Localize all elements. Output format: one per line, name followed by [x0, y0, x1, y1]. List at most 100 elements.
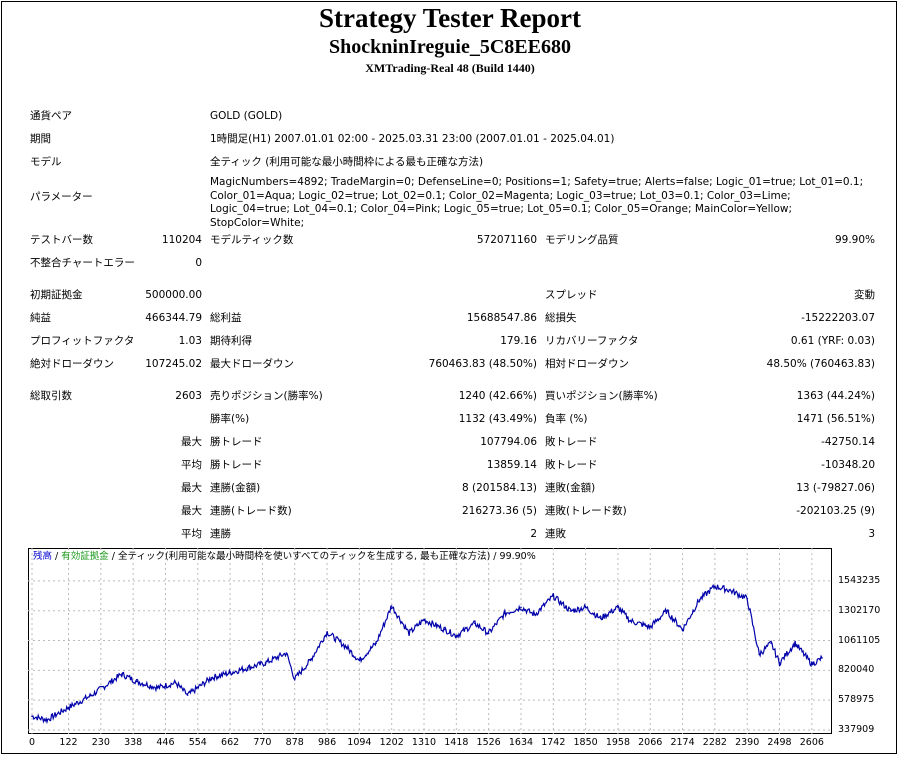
balance-point [474, 622, 476, 625]
x-tick-label: 2606 [799, 737, 824, 748]
balance-point [681, 628, 684, 631]
max-consec-cnt-label: 最大 [181, 505, 202, 517]
balance-point [375, 642, 377, 644]
balance-point [487, 632, 490, 635]
balance-point [455, 634, 458, 637]
consec-wins-cnt-value: 216273.36 (5) [462, 505, 537, 517]
balance-point [309, 659, 312, 662]
deposit-value: 500000.00 [145, 289, 202, 301]
balance-point [423, 618, 425, 621]
legend-sep: / [52, 551, 62, 562]
quality-value: 99.90% [834, 234, 875, 246]
x-tick-label: 1202 [379, 737, 404, 748]
payoff-value: 179.16 [500, 335, 537, 347]
x-tick-label: 2498 [767, 737, 792, 748]
winrate-label: 勝率(%) [210, 413, 250, 425]
balance-point [345, 646, 348, 648]
balance-point [665, 610, 668, 612]
legend-equity: 有効証拠金 [61, 551, 109, 562]
balance-point [46, 719, 48, 721]
model-label: モデル [30, 156, 62, 168]
x-tick-label: 986 [317, 737, 337, 748]
x-tick-label: 0 [28, 737, 36, 748]
short-label: 売りポジション(勝率%) [210, 390, 323, 402]
mismatch-value: 0 [195, 257, 202, 269]
deposit-label: 初期証拠金 [30, 289, 83, 301]
ticks-value: 572071160 [476, 234, 537, 246]
x-tick-label: 1310 [411, 737, 437, 748]
average-label: 平均 [181, 459, 202, 471]
balance-point [210, 676, 213, 679]
net-value: 466344.79 [145, 312, 202, 324]
x-tick-label: 2390 [735, 737, 760, 748]
balance-chart-plot [28, 548, 832, 734]
x-tick-label: 1850 [573, 737, 598, 748]
rel-dd-value: 48.50% (760463.83) [766, 358, 875, 370]
ticks-label: モデルティック数 [210, 234, 294, 246]
symbol-value: GOLD (GOLD) [210, 110, 283, 122]
rf-label: リカバリーファクタ [545, 335, 639, 347]
balance-point [569, 610, 572, 612]
legend-rest: / 全ティック(利用可能な最小時間枠を使いすべてのティックを生成する, 最も正確… [108, 551, 536, 562]
balance-point [821, 657, 823, 659]
rf-value: 0.61 (YRF: 0.03) [790, 335, 875, 347]
gross-profit-value: 15688547.86 [466, 312, 537, 324]
consec-wins-amt-value: 8 (201584.13) [462, 482, 537, 494]
balance-point [444, 628, 446, 631]
y-tick-label: 1061105 [838, 634, 881, 646]
balance-point [358, 659, 361, 662]
abs-dd-value: 107245.02 [145, 358, 202, 370]
avg-win-label: 勝トレード [210, 459, 263, 471]
bars-value: 110204 [161, 234, 202, 246]
x-tick-label: 2174 [670, 737, 695, 748]
report-build: XMTrading-Real 48 (Build 1440) [365, 61, 535, 75]
symbol-label: 通貨ペア [30, 110, 72, 122]
balance-point [504, 612, 506, 615]
trades-value: 2603 [175, 390, 202, 402]
pf-value: 1.03 [178, 335, 202, 347]
x-tick-label: 2066 [638, 737, 663, 748]
balance-point [390, 605, 393, 607]
balance-point [746, 597, 749, 600]
abs-dd-label: 絶対ドローダウン [30, 358, 114, 370]
params-label: パラメーター [30, 191, 93, 203]
avg-win-value: 13859.14 [486, 459, 537, 471]
avg-loss-label: 敗トレード [545, 459, 598, 471]
balance-point [285, 652, 288, 654]
largest-label: 最大 [181, 436, 202, 448]
x-tick-label: 338 [124, 737, 143, 748]
balance-point [67, 706, 70, 709]
balance-point [408, 632, 410, 635]
quality-label: モデリング品質 [545, 234, 619, 246]
balance-point [758, 653, 760, 656]
balance-point [246, 667, 249, 669]
balance-point [156, 686, 159, 689]
balance-point [135, 680, 138, 683]
net-label: 純益 [30, 312, 51, 324]
x-tick-label: 1418 [444, 737, 469, 748]
params-value: MagicNumbers=4892; TradeMargin=0; Defens… [210, 176, 864, 229]
balance-point [649, 626, 652, 628]
balance-point [174, 681, 177, 684]
balance-point [31, 715, 33, 717]
lossrate-label: 負率 (%) [545, 413, 588, 425]
winrate-value: 1132 (43.49%) [458, 413, 537, 425]
balance-point [728, 589, 731, 591]
consec-loss-amt-label: 連敗(金額) [545, 482, 596, 494]
y-tick-label: 1543235 [838, 574, 881, 586]
balance-point [629, 620, 632, 622]
chart-legend: 残高 / 有効証拠金 / 全ティック(利用可能な最小時間枠を使いすべてのティック… [33, 551, 536, 563]
x-tick-label: 2282 [702, 737, 727, 748]
balance-point [120, 673, 123, 675]
largest-win-value: 107794.06 [480, 436, 537, 448]
short-value: 1240 (42.66%) [458, 390, 537, 402]
balance-point [617, 606, 619, 609]
pf-label: プロフィットファクタ [30, 335, 135, 347]
model-value: 全ティック (利用可能な最小時間枠による最も正確な方法) [210, 156, 484, 168]
mismatch-label: 不整合チャートエラー [30, 257, 135, 269]
rel-dd-label: 相対ドローダウン [545, 358, 629, 370]
gross-profit-label: 総利益 [210, 312, 242, 324]
avg-loss-value: -10348.20 [821, 459, 875, 471]
avg-loss-cnt-value: 3 [868, 528, 875, 540]
